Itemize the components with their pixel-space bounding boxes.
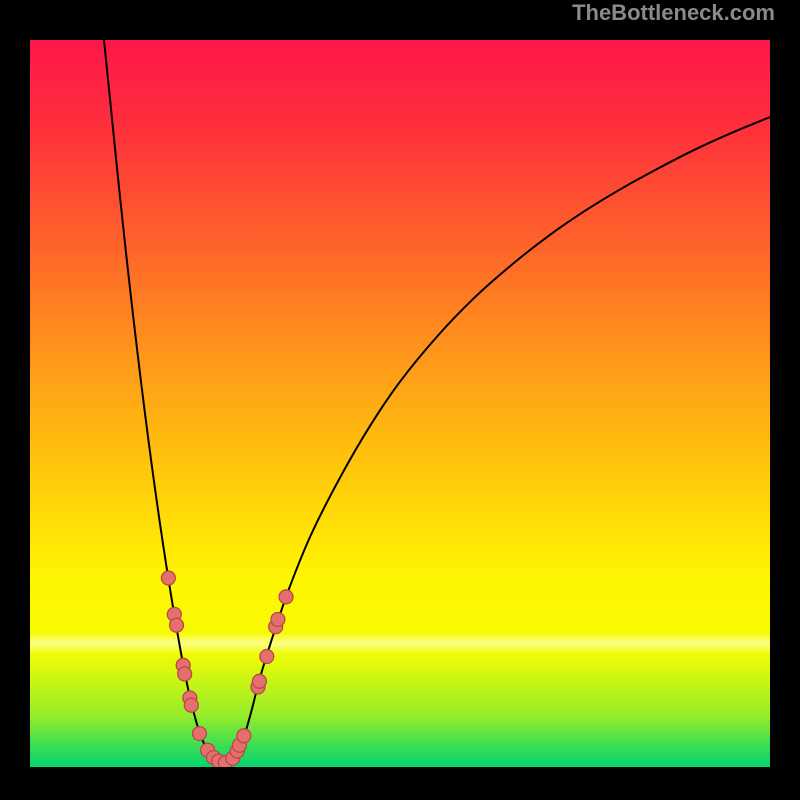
chart-frame: TheBottleneck.com [0,0,800,800]
data-marker [192,727,206,741]
plot-background [30,40,770,767]
data-marker [260,649,274,663]
data-marker [170,618,184,632]
data-marker [237,729,251,743]
data-marker [252,674,266,688]
data-marker [161,571,175,585]
data-marker [271,612,285,626]
data-marker [178,667,192,681]
plot-svg [30,40,770,767]
plot-area [30,40,770,767]
watermark-text: TheBottleneck.com [572,0,775,26]
data-marker [279,590,293,604]
data-marker [184,698,198,712]
